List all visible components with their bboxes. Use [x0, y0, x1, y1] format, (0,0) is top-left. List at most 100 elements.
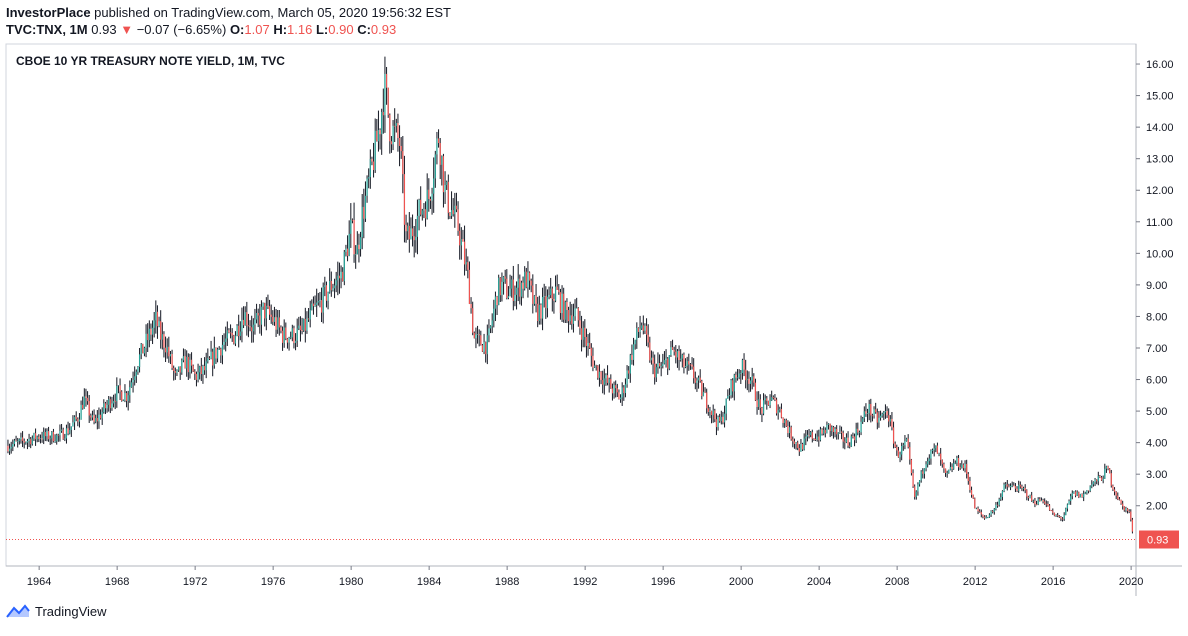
candle-body	[853, 436, 856, 441]
candle-body	[943, 464, 945, 469]
y-tick-label: 15.00	[1146, 91, 1174, 103]
candle-body	[294, 340, 297, 343]
candle-body	[834, 429, 836, 432]
candle-body	[831, 427, 833, 431]
candle-body	[457, 209, 459, 231]
candle-body	[400, 145, 402, 152]
candle-body	[163, 334, 165, 348]
candle-body	[428, 189, 430, 199]
candle-body	[896, 447, 898, 451]
candle-body	[44, 432, 46, 437]
x-tick-label: 1972	[183, 576, 207, 588]
candle-body	[169, 354, 172, 357]
candle-body	[974, 498, 976, 509]
candle-body	[754, 382, 757, 401]
x-tick-label: 1988	[495, 576, 519, 588]
candle-body	[46, 431, 48, 437]
candle-body	[385, 73, 388, 88]
candle-body	[293, 328, 295, 343]
candle-body	[907, 438, 909, 448]
candle-body	[132, 380, 134, 383]
candle-body	[493, 308, 495, 321]
candle-body	[1005, 484, 1007, 486]
candle-body	[842, 432, 844, 442]
last-price-badge[interactable]	[1139, 530, 1179, 549]
candle-body	[207, 357, 209, 362]
candle-body	[868, 404, 870, 414]
candle-body	[343, 251, 345, 282]
plot-area[interactable]	[5, 43, 1137, 567]
candle-body	[675, 351, 677, 358]
candle-body	[124, 393, 126, 401]
candle-body	[678, 351, 680, 361]
candle-body	[203, 365, 206, 371]
candle-body	[788, 427, 791, 434]
candle-body	[953, 463, 955, 469]
candle-body	[623, 387, 625, 393]
candle-body	[267, 305, 269, 307]
candle-body	[49, 438, 51, 440]
symbol-label[interactable]: TVC:TNX, 1M	[6, 22, 88, 37]
candle-body	[769, 400, 771, 406]
candle-body	[116, 385, 118, 402]
candle-body	[434, 154, 436, 179]
candle-body	[946, 472, 948, 474]
candle-body	[21, 437, 24, 441]
candle-body	[1055, 515, 1057, 517]
candle-body	[1089, 486, 1091, 491]
candle-body	[114, 400, 116, 402]
candle-body	[641, 325, 643, 329]
candle-body	[455, 205, 458, 210]
candle-body	[15, 440, 17, 442]
y-tick-label: 2.00	[1146, 501, 1167, 513]
candle-body	[441, 156, 443, 165]
candle-body	[1068, 501, 1070, 505]
candle-body	[891, 418, 893, 428]
candle-body	[681, 354, 683, 359]
candle-body	[857, 428, 859, 433]
candle-body	[571, 315, 573, 324]
candle-body	[215, 347, 217, 359]
candle-body	[707, 408, 709, 413]
candle-body	[1029, 495, 1031, 499]
candle-body	[324, 285, 326, 287]
candle-body	[472, 308, 474, 333]
candle-body	[280, 327, 282, 331]
candle-body	[785, 420, 787, 427]
candle-body	[257, 312, 259, 316]
candle-body	[345, 248, 347, 252]
candle-body	[512, 279, 514, 301]
candle-body	[909, 447, 911, 460]
candle-body	[288, 337, 290, 343]
candle-body	[511, 279, 513, 289]
publisher-name[interactable]: InvestorPlace	[6, 5, 91, 20]
candle-body	[377, 129, 380, 142]
candle-body	[613, 385, 615, 394]
candle-body	[761, 407, 763, 414]
candle-body	[873, 409, 875, 416]
candle-body	[158, 321, 160, 327]
candle-body	[342, 271, 344, 282]
candle-body	[265, 305, 267, 319]
candle-body	[697, 377, 700, 381]
candle-body	[527, 272, 529, 288]
candle-body	[816, 436, 818, 441]
candle-body	[1039, 499, 1041, 502]
candle-body	[847, 437, 849, 446]
candle-body	[532, 285, 534, 304]
candle-body	[935, 445, 937, 449]
candle-body	[1083, 493, 1085, 498]
candle-body	[1040, 500, 1043, 502]
candle-body	[745, 369, 747, 381]
last-price-label: 0.93	[1147, 535, 1168, 547]
candle-body	[775, 399, 778, 414]
candle-body	[467, 262, 469, 270]
candle-body	[108, 399, 110, 405]
candle-body	[10, 446, 12, 449]
candle-body	[1110, 473, 1112, 486]
candle-body	[689, 364, 692, 366]
tradingview-brand[interactable]: TradingView	[6, 603, 107, 619]
candle-body	[57, 434, 59, 436]
